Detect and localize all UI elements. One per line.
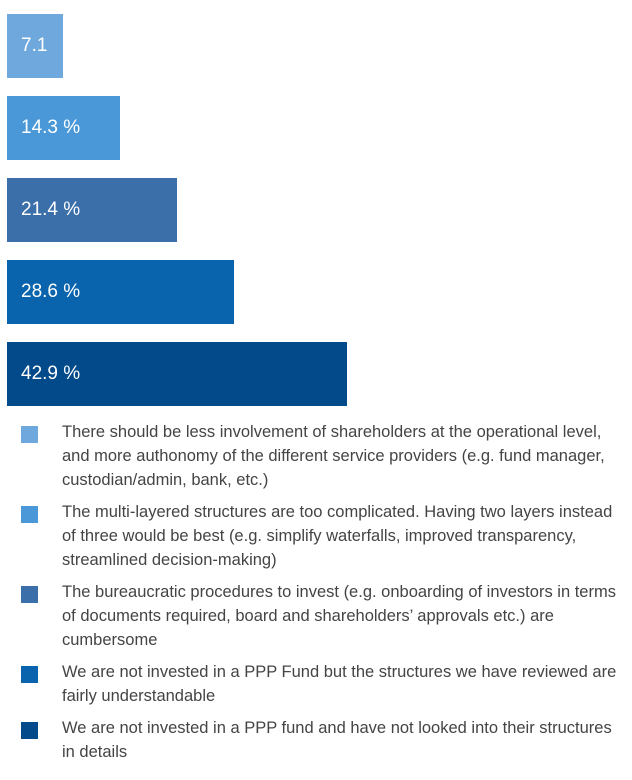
bar-4: 28.6 %	[7, 260, 234, 324]
legend-text: We are not invested in a PPP fund and ha…	[62, 719, 612, 761]
bar-5: 42.9 %	[7, 342, 347, 406]
legend-text: We are not invested in a PPP Fund but th…	[62, 663, 617, 705]
bar-1: 7.1 %	[7, 14, 63, 120]
legend-item-3: The bureaucratic procedures to invest (e…	[14, 580, 624, 652]
legend-text: There should be less involvement of shar…	[62, 423, 605, 489]
legend-item-5: We are not invested in a PPP fund and ha…	[14, 716, 624, 764]
legend-item-1: There should be less involvement of shar…	[14, 420, 624, 492]
legend-swatch	[21, 666, 38, 683]
bar-chart: 7.1 %14.3 % 21.4 % 28.6 % 42.9 %	[7, 14, 347, 406]
bar-value-label: 14.3 %	[21, 117, 81, 138]
legend-text: The bureaucratic procedures to invest (e…	[62, 583, 616, 649]
legend-swatch	[21, 426, 38, 443]
legend-swatch	[21, 506, 38, 523]
legend-swatch	[21, 722, 38, 739]
legend-item-2: The multi-layered structures are too com…	[14, 500, 624, 572]
legend-text: The multi-layered structures are too com…	[62, 503, 613, 569]
bar-value-label: 21.4 %	[21, 199, 81, 220]
bar-value-label: 28.6 %	[21, 281, 81, 302]
bar-3: 21.4 %	[7, 178, 177, 242]
chart-legend: There should be less involvement of shar…	[14, 420, 624, 772]
bar-value-label: 42.9 %	[21, 363, 81, 384]
bar-2: 14.3 %	[7, 96, 120, 160]
legend-swatch	[21, 586, 38, 603]
legend-item-4: We are not invested in a PPP Fund but th…	[14, 660, 624, 708]
